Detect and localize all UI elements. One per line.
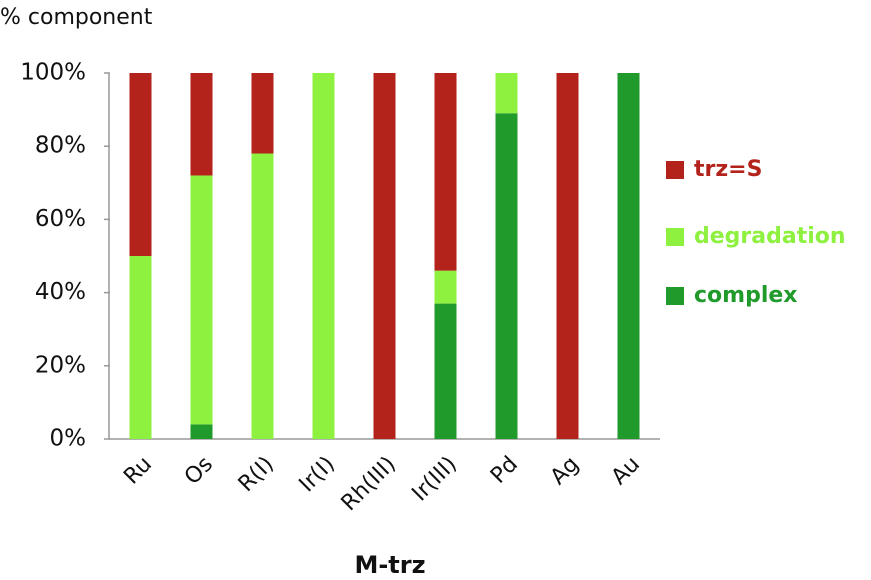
bar-segment bbox=[495, 113, 518, 439]
x-tick-label: R(I) bbox=[234, 452, 279, 497]
bar-segment bbox=[617, 73, 640, 439]
bar-segment bbox=[129, 73, 152, 256]
legend-label: trz=S bbox=[694, 157, 762, 182]
y-tick-label: 0% bbox=[50, 426, 87, 452]
y-tick-label: 100% bbox=[20, 60, 86, 86]
y-tick-label: 40% bbox=[35, 279, 86, 305]
bar-segment bbox=[190, 175, 213, 425]
x-tick-label: Ir(I) bbox=[295, 452, 340, 497]
bar-segment bbox=[434, 270, 457, 304]
bar-segment bbox=[556, 73, 579, 439]
x-tick-label: Ru bbox=[119, 452, 157, 490]
bar-segment bbox=[129, 256, 152, 439]
bar-segment bbox=[251, 153, 274, 439]
legend-swatch bbox=[666, 161, 684, 179]
y-tick-label: 20% bbox=[35, 352, 86, 378]
bar-segment bbox=[190, 424, 213, 439]
bar-segment bbox=[495, 73, 518, 114]
x-tick-label: Ag bbox=[546, 452, 584, 490]
x-tick-label: Ir(III) bbox=[407, 452, 462, 507]
bar-segment bbox=[251, 73, 274, 154]
x-tick-label: Os bbox=[180, 452, 218, 490]
legend-swatch bbox=[666, 287, 684, 305]
legend-swatch bbox=[666, 228, 684, 246]
x-tick-label: Au bbox=[607, 452, 645, 490]
x-tick-label: Rh(III) bbox=[337, 452, 401, 516]
y-tick-label: 80% bbox=[35, 133, 86, 159]
bar-segment bbox=[434, 303, 457, 439]
bar-segment bbox=[312, 73, 335, 439]
bar-segment bbox=[190, 73, 213, 176]
x-tick-label: Pd bbox=[486, 452, 523, 489]
bar-segment bbox=[373, 73, 396, 439]
bar-segment bbox=[434, 73, 457, 271]
legend-label: degradation bbox=[694, 224, 846, 249]
y-axis-title: % component bbox=[0, 5, 153, 30]
legend-label: complex bbox=[694, 283, 797, 308]
x-axis-title: M-trz bbox=[354, 551, 425, 579]
y-tick-label: 60% bbox=[35, 206, 86, 232]
